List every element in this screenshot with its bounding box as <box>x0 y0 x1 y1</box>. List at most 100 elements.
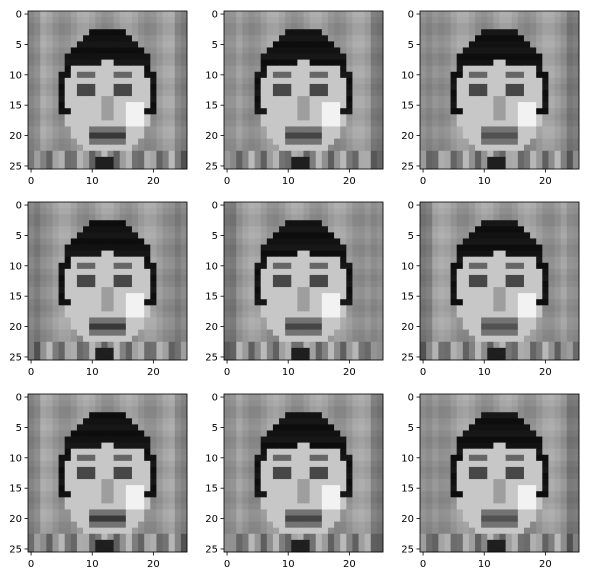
pixel <box>548 293 555 300</box>
pixel <box>315 126 323 133</box>
pixel <box>334 250 341 258</box>
pixel <box>138 442 145 450</box>
pixel <box>303 17 311 24</box>
x-tick-label: 10 <box>86 559 99 570</box>
pixel <box>315 335 323 343</box>
pixel <box>523 287 531 294</box>
pixel <box>554 214 562 221</box>
pixel <box>138 144 145 152</box>
pixel <box>144 90 151 97</box>
pixel <box>76 412 84 419</box>
pixel <box>334 90 341 97</box>
pixel <box>291 305 298 312</box>
pixel <box>113 150 121 158</box>
pixel <box>511 244 519 252</box>
pixel <box>162 208 170 215</box>
pixel <box>352 406 359 413</box>
pixel <box>70 515 78 523</box>
pixel <box>530 162 537 170</box>
pixel <box>101 96 108 103</box>
pixel <box>530 220 537 227</box>
pixel <box>272 268 280 276</box>
pixel <box>321 208 329 215</box>
pixel <box>28 466 35 474</box>
pixel <box>174 150 182 158</box>
pixel <box>28 299 35 306</box>
pixel <box>542 150 549 158</box>
pixel <box>376 156 384 164</box>
pixel <box>236 65 243 73</box>
pixel <box>315 250 323 258</box>
pixel <box>144 412 151 419</box>
pixel <box>542 281 549 288</box>
pixel <box>95 244 102 252</box>
pixel <box>334 347 341 355</box>
pixel <box>309 35 317 42</box>
pixel <box>566 144 574 152</box>
pixel <box>254 274 262 282</box>
pixel <box>370 41 378 48</box>
pixel <box>101 448 108 456</box>
pixel <box>236 144 243 152</box>
pixel <box>548 202 555 209</box>
pixel <box>493 244 500 252</box>
pixel <box>327 11 335 18</box>
pixel <box>107 323 115 331</box>
pixel <box>315 305 323 312</box>
pixel <box>40 83 47 91</box>
pixel <box>376 244 384 252</box>
pixel <box>468 214 476 221</box>
pixel <box>475 132 482 140</box>
pixel <box>285 268 292 276</box>
pixel <box>95 35 102 42</box>
pixel <box>450 17 458 24</box>
pixel <box>456 156 464 164</box>
pixel <box>64 454 72 462</box>
pixel <box>291 394 298 401</box>
pixel <box>297 102 304 109</box>
pixel <box>46 150 53 158</box>
pixel <box>444 268 451 276</box>
pixel <box>475 83 482 91</box>
pixel <box>168 497 176 504</box>
pixel <box>28 102 35 109</box>
pixel <box>468 156 476 164</box>
pixel <box>475 311 482 318</box>
pixel <box>475 226 482 233</box>
pixel <box>76 208 84 215</box>
pixel <box>511 347 519 355</box>
pixel <box>291 162 298 170</box>
pixel <box>340 41 347 48</box>
pixel <box>144 418 151 425</box>
pixel <box>370 274 378 282</box>
pixel <box>156 126 163 133</box>
pixel <box>279 47 286 54</box>
pixel <box>279 244 286 252</box>
pixel <box>168 491 176 498</box>
pixel <box>315 293 323 300</box>
pixel <box>309 114 317 121</box>
pixel <box>481 41 488 48</box>
pixel <box>150 539 157 547</box>
pixel <box>248 71 255 79</box>
pixel <box>156 479 163 486</box>
pixel <box>113 521 121 529</box>
pixel <box>438 293 445 300</box>
pixel <box>530 341 537 349</box>
pixel <box>254 120 262 127</box>
pixel <box>113 503 121 510</box>
pixel <box>138 412 145 419</box>
pixel <box>150 287 157 294</box>
pixel <box>224 274 231 282</box>
pixel <box>499 138 507 146</box>
pixel <box>327 287 335 294</box>
pixel <box>444 162 451 170</box>
pixel <box>119 96 127 103</box>
pixel <box>125 497 133 504</box>
pixel <box>523 65 531 73</box>
pixel <box>248 162 255 170</box>
pixel <box>536 353 543 361</box>
pixel <box>125 460 133 468</box>
pixel <box>462 53 470 61</box>
pixel <box>125 509 133 516</box>
